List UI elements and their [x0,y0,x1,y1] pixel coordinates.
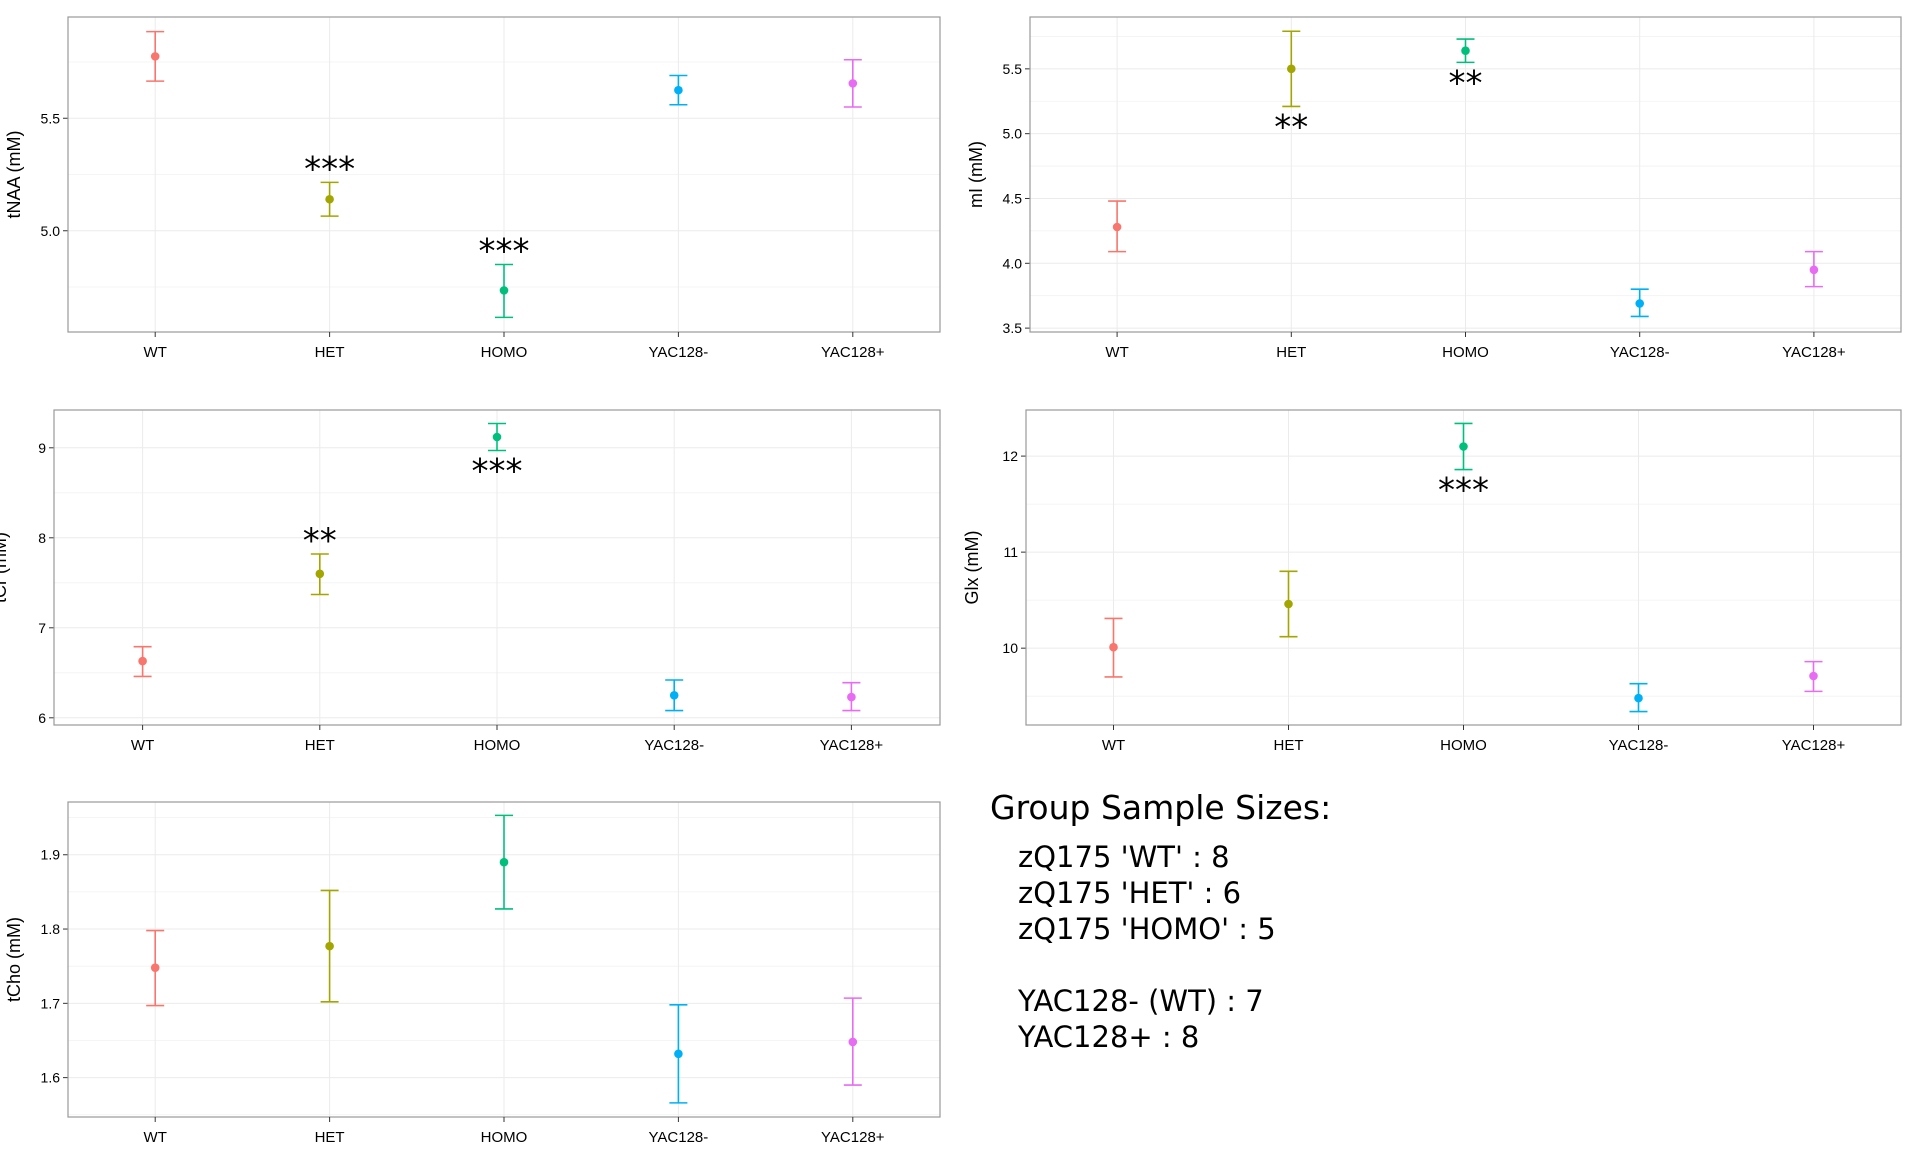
panel-4-wt-mean-point [1109,642,1118,652]
panel-1-wt-mean-point [150,52,160,61]
panel-1-y-tick-label: 5.0 [41,223,61,239]
panel-1-x-tick-label-wt: WT [144,344,167,361]
panel-4-y-tick-label: 11 [1003,544,1018,560]
legend-title: Group Sample Sizes: [990,788,1332,827]
panel-2-homo-mean-point [1461,46,1470,56]
panel-1-x-tick-label-het: HET [315,344,345,361]
sample-size-legend: Group Sample Sizes: zQ175 'WT' : 8 zQ175… [990,788,1590,1078]
panel-4-x-tick-label-yac128plus: YAC128+ [1782,737,1846,754]
panel-2-x-tick-label-het: HET [1276,344,1306,361]
panel-3-y-tick-label: 6 [38,710,46,726]
panel-3-homo-mean-point [492,432,502,442]
panel-1-x-tick-label-homo: HOMO [481,344,528,361]
panel-5-y-tick-label: 1.8 [41,921,61,937]
panel-2-x-tick-label-yac128-minus: YAC128- [1610,344,1670,361]
panel-4-y-axis-label: Glx (mM) [962,531,982,605]
panel-1-homo-mean-point [499,286,509,295]
panel-3-y-tick-label: 8 [38,530,46,546]
panel-3-x-tick-label-het: HET [305,737,335,754]
legend-line-zq175-het: zQ175 'HET' : 6 [1018,876,1242,910]
panel-2-y-tick-label: 4.5 [1003,190,1023,206]
panel-1-het-mean-point [325,194,334,204]
panel-1-homo-significance-label: *** [479,232,530,272]
panel-4-homo-mean-point [1459,442,1468,451]
panel-2-het-mean-point [1287,64,1296,74]
panel-5-het-mean-point [325,941,334,951]
panel-3-yac128plus-mean-point [847,692,856,702]
panel-5-y-tick-label: 1.6 [41,1070,61,1086]
panel-2-y-tick-label: 5.0 [1003,126,1023,142]
panel-3-yac128-minus-mean-point [669,691,679,700]
panel-4-x-tick-label-het: HET [1274,737,1304,754]
panel-5-y-tick-label: 1.7 [41,995,61,1011]
panel-2-x-tick-label-homo: HOMO [1442,344,1489,361]
panel-1-yac128plus-mean-point [848,79,858,88]
panel-2-yac128plus-mean-point [1809,265,1819,275]
panel-2-y-tick-label: 4.0 [1003,255,1023,271]
panel-3-y-axis-label: tCr (mM) [0,532,10,603]
panel-4-y-tick-label: 12 [1002,448,1018,464]
panel-5-x-tick-label-yac128plus: YAC128+ [821,1129,885,1146]
legend-line-yac128-plus: YAC128+ : 8 [1018,1020,1200,1054]
panel-2-homo-significance-label: ** [1449,63,1483,103]
panel-5-x-tick-label-het: HET [315,1129,345,1146]
panel-5-x-tick-label-yac128-minus: YAC128- [649,1129,709,1146]
panel-3-het-significance-label: ** [303,521,337,561]
panel-3-y-tick-label: 7 [38,620,46,636]
legend-line-zq175-homo: zQ175 'HOMO' : 5 [1018,912,1276,946]
panel-4-x-tick-label-yac128-minus: YAC128- [1609,737,1669,754]
panel-1-y-axis-label: tNAA (mM) [4,131,24,219]
panel-2-y-tick-label: 5.5 [1003,61,1023,77]
panel-5-wt-mean-point [150,963,160,972]
panel-3-x-tick-label-wt: WT [131,737,154,754]
legend-line-yac128-minus: YAC128- (WT) : 7 [1018,984,1264,1018]
panel-3-x-tick-label-homo: HOMO [474,737,521,754]
panel-2-yac128-minus-mean-point [1635,299,1644,308]
panel-4-x-tick-label-wt: WT [1102,737,1125,754]
panel-3-x-tick-label-yac128plus: YAC128+ [820,737,884,754]
panel-3-wt-mean-point [138,656,147,666]
panel-3-x-tick-label-yac128-minus: YAC128- [644,737,704,754]
panel-5-homo-mean-point [499,857,509,867]
panel-4-homo-significance-label: *** [1438,471,1489,511]
panel-3-homo-significance-label: *** [472,452,523,492]
panel-5-x-tick-label-wt: WT [144,1129,167,1146]
panel-5-yac128plus-mean-point [848,1037,858,1047]
panel-2-het-significance-label: ** [1274,107,1308,147]
panel-3-het-mean-point [315,569,325,579]
panel-5-y-axis-label: tCho (mM) [4,917,24,1002]
legend-line-zq175-wt: zQ175 'WT' : 8 [1018,840,1230,874]
panel-5-x-tick-label-homo: HOMO [481,1129,528,1146]
panel-4-het-mean-point [1284,599,1293,609]
panel-3-y-tick-label: 9 [38,440,46,456]
panel-4-yac128-minus-mean-point [1634,693,1643,703]
panel-1-yac128-minus-mean-point [674,85,683,95]
panel-2-y-axis-label: mI (mM) [966,141,986,208]
panel-1-x-tick-label-yac128plus: YAC128+ [821,344,885,361]
panel-5-y-tick-label: 1.9 [41,847,61,863]
panel-2-y-tick-label: 3.5 [1003,320,1023,336]
panel-2-wt-mean-point [1112,222,1122,232]
panel-5-yac128-minus-mean-point [674,1049,683,1059]
panel-4-x-tick-label-homo: HOMO [1440,737,1487,754]
panel-1-x-tick-label-yac128-minus: YAC128- [649,344,709,361]
panel-2-x-tick-label-yac128plus: YAC128+ [1782,344,1846,361]
panel-4-y-tick-label: 10 [1002,640,1018,656]
panel-1-y-tick-label: 5.5 [41,110,61,126]
panel-4-yac128plus-mean-point [1809,671,1818,681]
panel-2-x-tick-label-wt: WT [1105,344,1128,361]
panel-1-het-significance-label: *** [304,149,355,189]
